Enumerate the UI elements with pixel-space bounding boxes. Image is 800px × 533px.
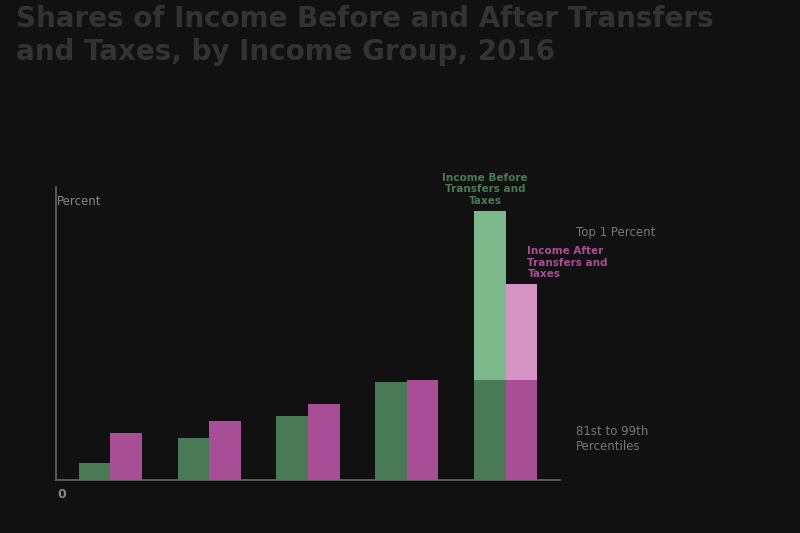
Bar [276, 416, 308, 480]
Text: 81st to 99th
Percentiles: 81st to 99th Percentiles [576, 425, 648, 454]
Bar [375, 382, 407, 480]
Bar [209, 421, 241, 480]
Bar [308, 404, 340, 480]
Bar [474, 211, 506, 379]
Bar [506, 379, 538, 480]
Text: Shares of Income Before and After Transfers
and Taxes, by Income Group, 2016: Shares of Income Before and After Transf… [16, 5, 714, 66]
Text: Income After
Transfers and
Taxes: Income After Transfers and Taxes [527, 246, 608, 279]
Bar [407, 379, 438, 480]
Bar [110, 433, 142, 480]
Text: 0: 0 [57, 488, 66, 502]
Text: Percent: Percent [57, 196, 102, 208]
Bar [474, 379, 506, 480]
Bar [78, 463, 110, 480]
Bar [178, 438, 209, 480]
Text: Income Before
Transfers and
Taxes: Income Before Transfers and Taxes [442, 173, 528, 206]
Text: Top 1 Percent: Top 1 Percent [576, 227, 655, 239]
Bar [506, 284, 538, 379]
